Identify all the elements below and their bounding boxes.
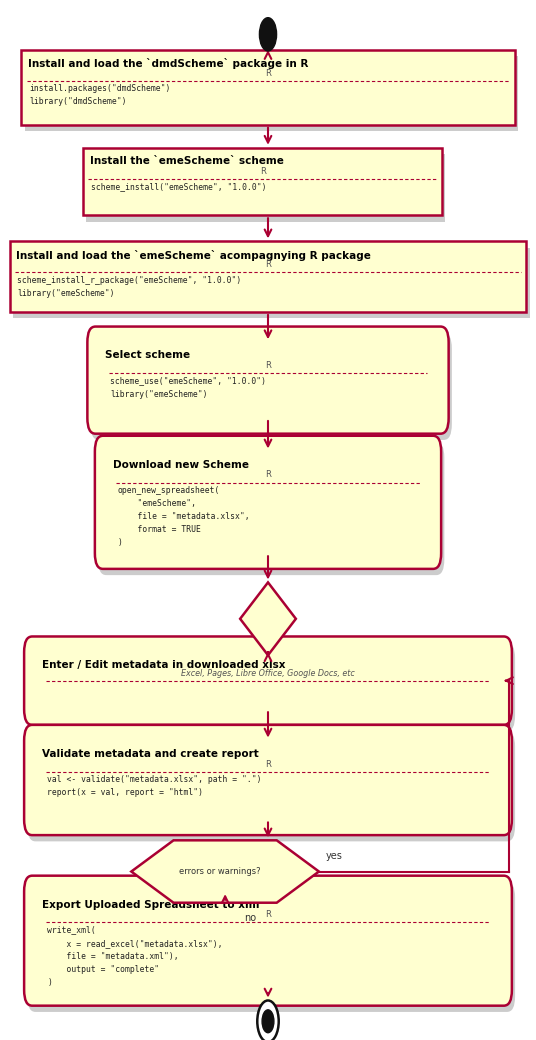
Text: Select scheme: Select scheme	[105, 350, 190, 361]
Text: R: R	[260, 166, 265, 176]
Text: R: R	[265, 759, 271, 769]
FancyBboxPatch shape	[13, 248, 530, 318]
FancyBboxPatch shape	[86, 154, 445, 222]
Polygon shape	[131, 840, 319, 903]
Circle shape	[259, 18, 277, 51]
Circle shape	[257, 1000, 279, 1040]
Text: R: R	[265, 361, 271, 370]
Circle shape	[262, 1010, 274, 1033]
Text: scheme_install("emeScheme", "1.0.0"): scheme_install("emeScheme", "1.0.0")	[91, 182, 266, 191]
Polygon shape	[240, 582, 296, 655]
Text: scheme_use("emeScheme", "1.0.0")
library("emeScheme"): scheme_use("emeScheme", "1.0.0") library…	[110, 376, 266, 398]
FancyBboxPatch shape	[27, 731, 515, 841]
Text: R: R	[265, 260, 271, 269]
FancyBboxPatch shape	[25, 56, 518, 131]
Text: Export Uploaded Spreadsheet to xml: Export Uploaded Spreadsheet to xml	[42, 900, 259, 910]
FancyBboxPatch shape	[24, 876, 512, 1006]
Text: scheme_install_r_package("emeScheme", "1.0.0")
library("emeScheme"): scheme_install_r_package("emeScheme", "1…	[17, 276, 241, 297]
Text: install.packages("dmdScheme")
library("dmdScheme"): install.packages("dmdScheme") library("d…	[29, 84, 170, 106]
FancyBboxPatch shape	[24, 725, 512, 835]
Text: Install the `emeScheme` scheme: Install the `emeScheme` scheme	[90, 156, 284, 166]
Text: no: no	[244, 913, 256, 924]
Text: val <- validate("metadata.xlsx", path = ".")
report(x = val, report = "html"): val <- validate("metadata.xlsx", path = …	[47, 775, 262, 797]
FancyBboxPatch shape	[95, 436, 441, 569]
FancyBboxPatch shape	[10, 241, 526, 312]
FancyBboxPatch shape	[27, 882, 515, 1012]
FancyBboxPatch shape	[83, 148, 442, 215]
FancyBboxPatch shape	[87, 327, 449, 434]
Text: Excel, Pages, Libre Office, Google Docs, etc: Excel, Pages, Libre Office, Google Docs,…	[181, 669, 355, 678]
FancyBboxPatch shape	[91, 333, 452, 440]
Text: Install and load the `dmdScheme` package in R: Install and load the `dmdScheme` package…	[28, 58, 308, 70]
FancyBboxPatch shape	[21, 50, 515, 125]
Text: Download new Scheme: Download new Scheme	[113, 460, 249, 470]
Text: Validate metadata and create report: Validate metadata and create report	[42, 749, 258, 759]
Text: errors or warnings?: errors or warnings?	[179, 867, 260, 876]
Text: Install and load the `emeScheme` acompagnying R package: Install and load the `emeScheme` acompag…	[16, 250, 371, 261]
Text: R: R	[265, 69, 271, 78]
Text: R: R	[265, 910, 271, 919]
FancyBboxPatch shape	[98, 442, 444, 575]
Text: Enter / Edit metadata in downloaded xlsx: Enter / Edit metadata in downloaded xlsx	[42, 660, 285, 671]
Text: write_xml(
    x = read_excel("metadata.xlsx"),
    file = "metadata.xml"),
    : write_xml( x = read_excel("metadata.xlsx…	[47, 926, 222, 987]
Text: yes: yes	[325, 851, 342, 861]
FancyBboxPatch shape	[27, 643, 515, 731]
Text: open_new_spreadsheet(
    "emeScheme",
    file = "metadata.xlsx",
    format = : open_new_spreadsheet( "emeScheme", file …	[118, 486, 250, 547]
Text: R: R	[265, 470, 271, 479]
FancyBboxPatch shape	[24, 636, 512, 725]
